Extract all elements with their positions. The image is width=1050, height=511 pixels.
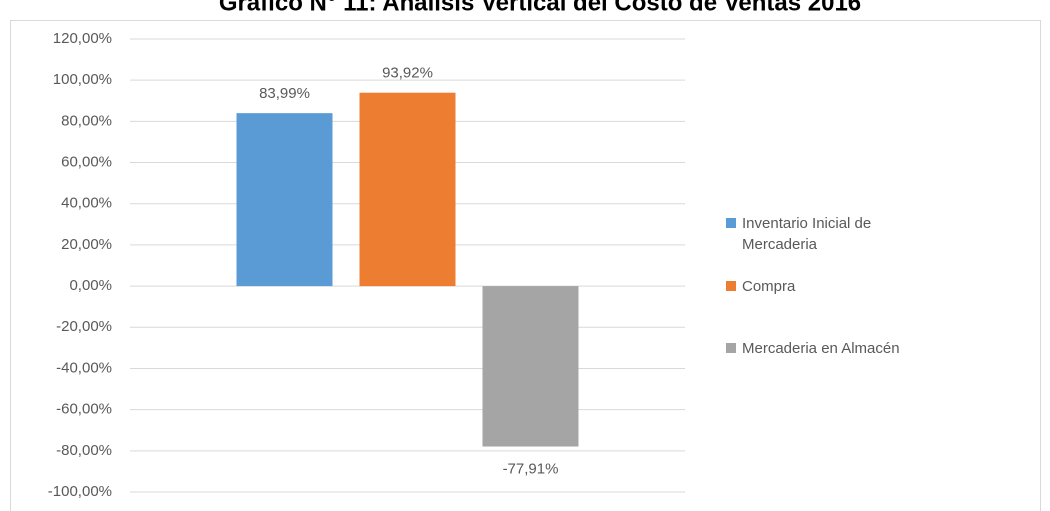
y-tick-label: 0,00% xyxy=(69,277,112,294)
legend-swatch xyxy=(726,218,736,228)
bar xyxy=(236,113,333,287)
y-tick-label: -60,00% xyxy=(56,401,112,418)
data-label: -77,91% xyxy=(503,460,559,477)
legend-entry: Compra xyxy=(726,276,912,297)
legend-swatch xyxy=(726,281,736,291)
bar xyxy=(482,286,579,447)
y-tick-label: 20,00% xyxy=(61,236,112,253)
y-tick-label: -40,00% xyxy=(56,359,112,376)
y-tick-label: 80,00% xyxy=(61,112,112,129)
legend-entry: Mercaderia en Almacén xyxy=(726,338,912,359)
y-tick-label: -20,00% xyxy=(56,318,112,335)
legend-swatch xyxy=(726,343,736,353)
y-tick-label: 60,00% xyxy=(61,154,112,171)
y-tick-label: -100,00% xyxy=(48,483,112,500)
y-tick-label: 100,00% xyxy=(53,71,112,88)
data-label: 93,92% xyxy=(382,65,433,82)
y-tick-label: 120,00% xyxy=(53,30,112,47)
chart-title: Gráfico N° 11: Análisis Vertical del Cos… xyxy=(219,0,861,16)
chart-frame xyxy=(10,20,1041,511)
data-label: 83,99% xyxy=(259,85,310,102)
legend-entry: Inventario Inicial de Mercaderia xyxy=(726,213,912,255)
legend-label: Mercaderia en Almacén xyxy=(742,340,900,357)
y-tick-label: 40,00% xyxy=(61,195,112,212)
y-tick-label: -80,00% xyxy=(56,442,112,459)
bar xyxy=(359,92,456,287)
legend-label: Compra xyxy=(742,278,796,295)
legend-label: Inventario Inicial de Mercaderia xyxy=(742,215,872,253)
